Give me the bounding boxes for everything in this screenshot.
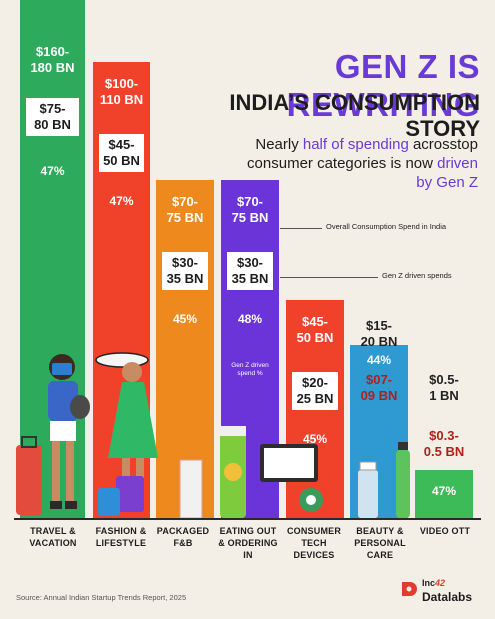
genz-percent-label: 47% bbox=[109, 194, 134, 208]
genz-percent-label: 44% bbox=[366, 353, 392, 367]
overall-spend-label: $45- 50 BN bbox=[296, 314, 334, 345]
x-axis-line bbox=[14, 518, 481, 520]
overall-spend-label: $0.5- 1 BN bbox=[429, 372, 459, 403]
genz-spend-label: $07- 09 BN bbox=[360, 372, 398, 403]
genz-spend-label: $75- 80 BN bbox=[26, 98, 79, 136]
devices-illustration-icon bbox=[260, 444, 323, 512]
brand-inc: Inc42 bbox=[422, 578, 445, 588]
legend-genz: Gen Z driven spends bbox=[382, 271, 452, 280]
bar-7: 47% bbox=[415, 470, 473, 518]
brand-inc-mark: 42 bbox=[435, 578, 446, 588]
genz-spend-label: $20- 25 BN bbox=[292, 372, 338, 410]
genz-spend-label: $30- 35 BN bbox=[162, 252, 208, 290]
overall-spend-label: $100- 110 BN bbox=[99, 76, 144, 107]
genz-percent-label: 47% bbox=[40, 164, 65, 178]
subtitle-highlight-2: driven by Gen Z bbox=[416, 155, 478, 191]
brand-inc-text: Inc bbox=[422, 578, 436, 588]
overall-spend-label: $70- 75 BN bbox=[166, 194, 204, 225]
genz-percent-label: 45% bbox=[172, 312, 198, 326]
snacks-illustration-icon bbox=[179, 426, 246, 519]
genz-percent-label: 45% bbox=[302, 432, 328, 446]
genz-spend-label: $45- 50 BN bbox=[99, 134, 144, 172]
category-label: BEAUTY & PERSONAL CARE bbox=[354, 526, 406, 560]
subtitle-highlight-1: half of spending bbox=[302, 136, 409, 153]
category-label: FASHION & LIFESTYLE bbox=[95, 526, 147, 548]
overall-spend-label: $70- 75 BN bbox=[231, 194, 269, 225]
overall-spend-label: $15- 20 BN bbox=[360, 318, 398, 349]
title-line-2: INDIA’S CONSUMPTION STORY bbox=[229, 90, 480, 141]
title-line-1: GEN Z IS REWRITING bbox=[286, 48, 480, 123]
category-label: EATING OUT & ORDERING IN bbox=[218, 526, 278, 560]
legend-line-genz bbox=[280, 277, 378, 278]
subtitle-part-1: Nearly bbox=[255, 136, 303, 153]
brand-datalabs: Datalabs bbox=[422, 590, 473, 604]
bar-4: $70- 75 BN $30- 35 BN 48% Gen Z driven spend … bbox=[221, 180, 279, 518]
category-label: CONSUMER TECH DEVICES bbox=[286, 526, 342, 560]
traveler-illustration-icon bbox=[16, 354, 90, 515]
subtitle: Nearly half of spending acrosstop consum… bbox=[240, 135, 478, 192]
category-label: PACKAGED F&B bbox=[156, 526, 210, 548]
cosmetics-illustration-icon bbox=[358, 442, 410, 518]
legend-share-note: Gen Z driven spend % bbox=[231, 362, 269, 377]
legend-line-overall bbox=[280, 228, 322, 229]
genz-percent-label: 48% bbox=[237, 312, 263, 326]
genz-spend-label: $30- 35 BN bbox=[227, 252, 273, 290]
category-label: TRAVEL & VACATION bbox=[29, 526, 77, 548]
datalabs-logo-icon bbox=[402, 582, 417, 596]
source-note: Source: Annual Indian Startup Trends Rep… bbox=[16, 593, 187, 602]
legend-overall: Overall Consumption Spend in India bbox=[326, 222, 447, 231]
overall-spend-label: $160- 180 BN bbox=[30, 44, 75, 75]
category-label: VIDEO OTT bbox=[419, 526, 471, 536]
subtitle-part-2: acrosstop consumer categories is now bbox=[247, 136, 478, 172]
genz-percent-label: 47% bbox=[431, 484, 457, 498]
genz-spend-label: $0.3- 0.5 BN bbox=[423, 428, 465, 459]
fashion-illustration-icon bbox=[95, 352, 158, 516]
